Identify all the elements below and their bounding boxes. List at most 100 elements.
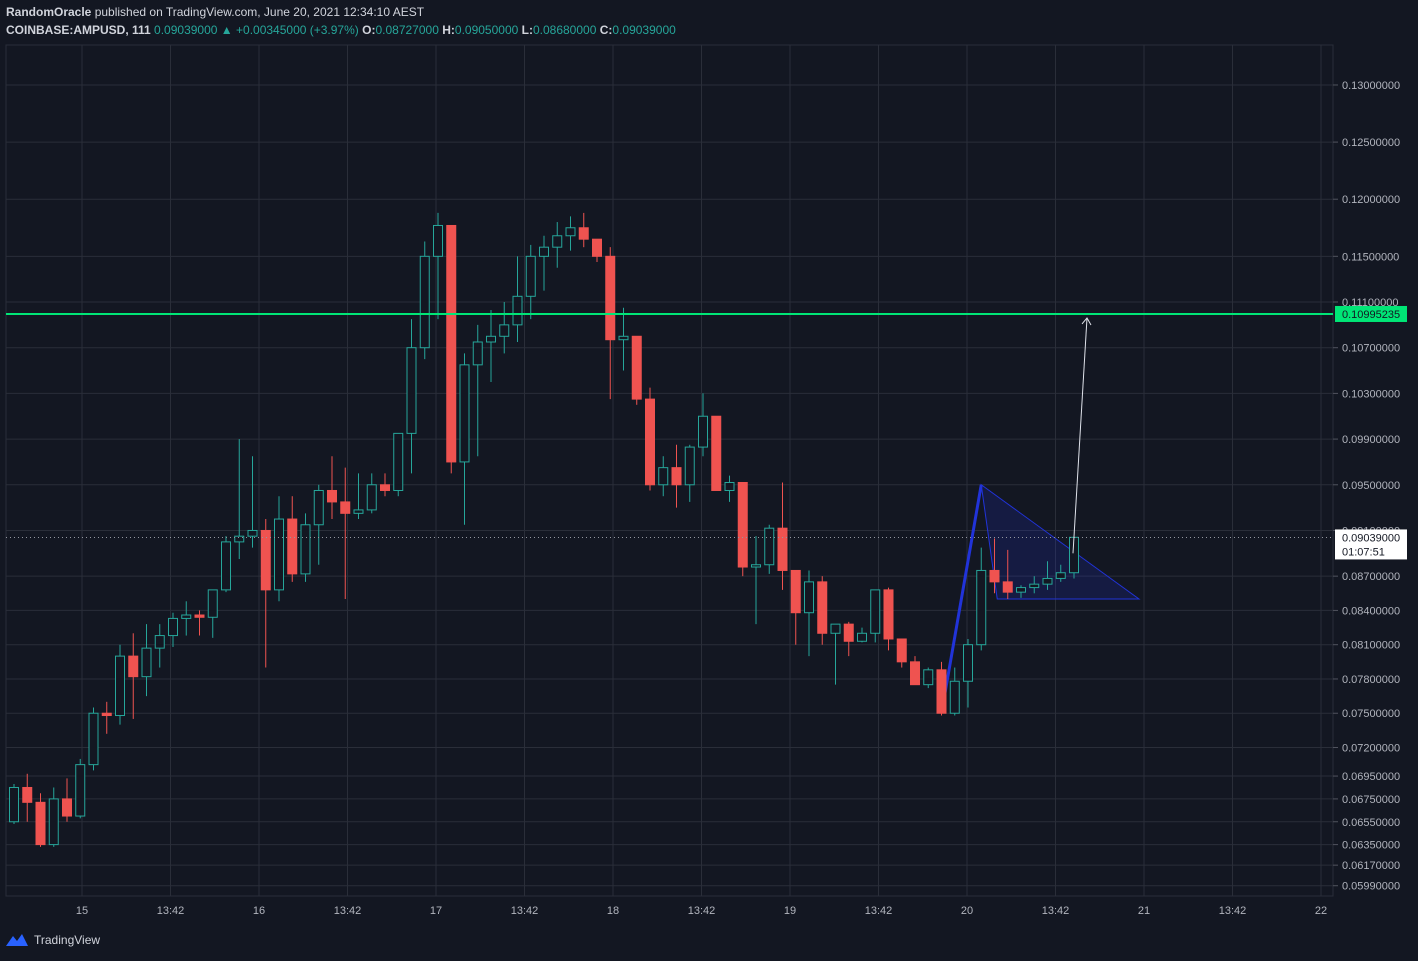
candle-body — [247, 529, 258, 537]
countdown-label: 01:07:51 — [1342, 546, 1385, 558]
time-axis[interactable]: 15 13:42 16 13:42 17 13:42 18 13:42 19 13:42 20 13:… — [76, 905, 1327, 917]
candle-body — [724, 481, 735, 491]
x-tick-label: 21 — [1138, 905, 1150, 917]
candle-body — [645, 398, 655, 486]
candle-body — [327, 489, 337, 503]
candle-body — [737, 481, 748, 568]
y-tick-label: 0.09500000 — [1342, 480, 1400, 492]
candle-body — [671, 467, 682, 486]
candle-body — [764, 527, 775, 566]
candle-body — [1055, 572, 1066, 579]
candle-body — [380, 484, 390, 491]
candle-body — [631, 335, 642, 400]
candle-body — [592, 238, 602, 257]
candle-body — [777, 527, 788, 571]
candle-body — [48, 798, 59, 846]
y-tick-label: 0.11500000 — [1342, 251, 1399, 263]
flagpole-line — [940, 484, 983, 714]
candle-body — [512, 295, 523, 326]
y-tick-label: 0.08400000 — [1342, 605, 1400, 617]
candle-body — [35, 801, 46, 846]
candle-body — [963, 644, 973, 682]
close-value: 0.09039000 — [612, 23, 676, 37]
candle-body — [525, 255, 536, 297]
x-tick-label: 16 — [253, 905, 265, 917]
x-tick-label: 13:42 — [157, 905, 185, 917]
price-axis[interactable]: 0.13000000 0.12500000 0.12000000 0.11500000… — [1333, 80, 1407, 893]
candle-body — [446, 224, 457, 463]
y-tick-label: 0.09900000 — [1342, 434, 1400, 446]
brand-name: TradingView — [34, 933, 101, 947]
x-tick-label: 17 — [430, 905, 442, 917]
candle-body — [711, 415, 722, 491]
candle-body — [857, 632, 867, 642]
candle-body — [565, 227, 576, 237]
candle-body — [830, 623, 841, 634]
y-tick-label: 0.13000000 — [1342, 80, 1400, 92]
x-tick-label: 20 — [961, 905, 973, 917]
y-tick-label: 0.06750000 — [1342, 794, 1400, 806]
current-price-badge[interactable] — [1335, 529, 1407, 560]
candle-body — [313, 489, 324, 526]
x-tick-label: 13:42 — [865, 905, 893, 917]
candle-body — [910, 661, 920, 686]
candle-body — [883, 589, 894, 640]
y-tick-label: 0.06550000 — [1342, 817, 1400, 829]
candle-body — [1002, 581, 1013, 593]
candle-body — [168, 617, 178, 637]
y-tick-label: 0.06170000 — [1342, 860, 1400, 872]
x-tick-label: 22 — [1315, 905, 1327, 917]
candle-body — [751, 564, 761, 568]
candle-body — [115, 655, 125, 717]
close-label: C: — [599, 23, 613, 37]
y-tick-label: 0.12500000 — [1342, 137, 1400, 149]
candle-body — [976, 569, 987, 646]
x-tick-label: 13:42 — [1042, 905, 1070, 917]
y-tick-label: 0.12000000 — [1342, 194, 1400, 206]
chart-grid — [6, 45, 1333, 896]
y-tick-label: 0.07500000 — [1342, 708, 1400, 720]
candle-body — [221, 541, 231, 591]
candle-body — [406, 347, 417, 434]
x-tick-label: 13:42 — [1219, 905, 1247, 917]
candle-body — [684, 446, 695, 486]
candle-body — [88, 712, 99, 766]
y-tick-label: 0.10300000 — [1342, 388, 1400, 400]
low-value: 0.08680000 — [532, 23, 597, 37]
candle-body — [393, 432, 404, 491]
high-label: H: — [442, 23, 455, 37]
target-price-badge[interactable] — [1335, 305, 1407, 322]
candle-body — [698, 415, 708, 448]
ohlc-line: COINBASE:AMPUSD, 111 0.09039000 ▲ +0.003… — [6, 22, 676, 38]
candle-body — [207, 589, 218, 618]
y-tick-label: 0.07200000 — [1342, 743, 1400, 755]
arrow-head-icon — [1081, 317, 1092, 326]
candle-body — [194, 614, 205, 618]
candle-body — [923, 669, 934, 686]
candle-body — [949, 680, 960, 714]
candle-body — [22, 786, 33, 803]
x-tick-label: 15 — [76, 905, 88, 917]
publish-line: RandomOracle published on TradingView.co… — [6, 4, 676, 20]
y-tick-label: 0.06350000 — [1342, 840, 1400, 852]
candle-body — [472, 341, 483, 366]
footer-brand[interactable]: TradingView — [6, 933, 100, 947]
candle-body — [870, 589, 881, 634]
candle-body — [605, 255, 616, 341]
open-label: O: — [362, 23, 376, 37]
candle-body — [274, 518, 284, 591]
author-name[interactable]: RandomOracle — [6, 5, 92, 19]
current-price-label: 0.09039000 — [1342, 532, 1400, 544]
x-tick-label: 18 — [607, 905, 619, 917]
candle-body — [154, 635, 165, 649]
symbol-label[interactable]: COINBASE:AMPUSD, 111 — [6, 23, 151, 37]
chart-header: RandomOracle published on TradingView.co… — [6, 4, 676, 38]
candle-body — [366, 484, 377, 511]
candle-body — [658, 467, 669, 486]
candle-body — [340, 501, 351, 514]
y-tick-label: 0.10700000 — [1342, 343, 1400, 355]
candle-body — [1016, 587, 1026, 593]
candle-body — [790, 569, 801, 614]
y-tick-label: 0.05990000 — [1342, 881, 1400, 893]
